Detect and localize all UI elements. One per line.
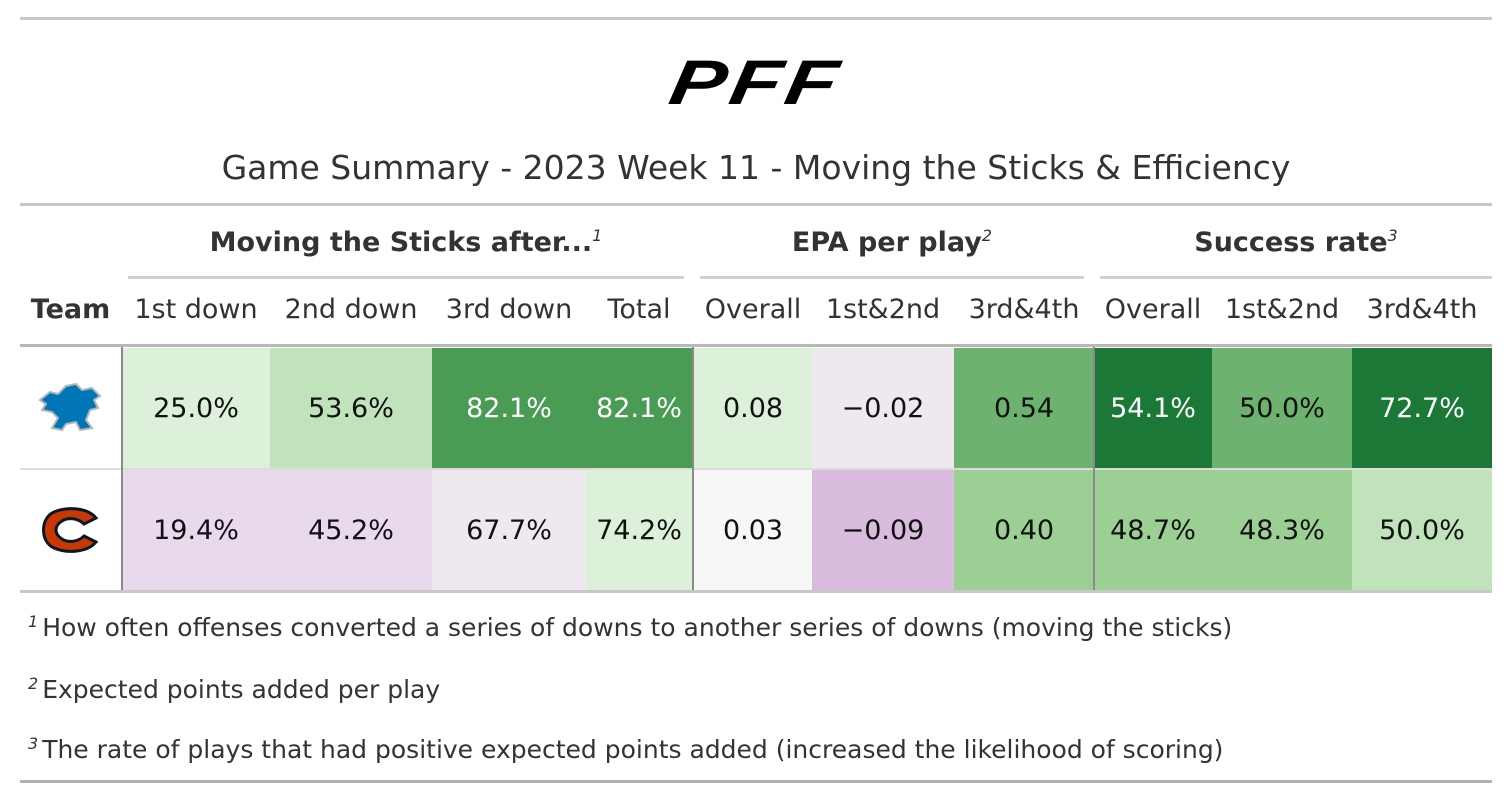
footnote-text: How often offenses converted a series of… — [42, 613, 1233, 643]
spanner: Moving the Sticks after...1 — [128, 226, 684, 258]
table-cell: 72.7% — [1352, 348, 1492, 468]
spanner-label: Moving the Sticks after... — [209, 227, 593, 258]
table-cell: 67.7% — [432, 470, 586, 590]
row-rule — [20, 468, 1492, 470]
table-cell: −0.02 — [812, 348, 954, 468]
column-header: 3rd&4th — [1366, 294, 1478, 325]
column-header: 3rd down — [445, 294, 573, 325]
logo: PFF — [664, 46, 848, 118]
column-header: 1st&2nd — [1224, 294, 1340, 325]
spanner: EPA per play2 — [700, 226, 1084, 258]
column-header: 3rd&4th — [968, 294, 1080, 325]
footnote: 1 How often offenses converted a series o… — [28, 612, 1232, 642]
footnote-mark: 3 — [1387, 226, 1398, 245]
table-cell: 82.1% — [586, 348, 692, 468]
table-cell: 48.7% — [1094, 470, 1212, 590]
column-divider — [692, 347, 694, 590]
column-header: 1st&2nd — [825, 294, 941, 325]
table-cell: 54.1% — [1094, 348, 1212, 468]
top-rule — [20, 17, 1492, 20]
table-cell: 25.0% — [122, 348, 270, 468]
lions-logo — [38, 382, 102, 432]
table-cell: 19.4% — [122, 470, 270, 590]
table-cell: 82.1% — [432, 348, 586, 468]
body-rule — [20, 590, 1492, 593]
footnote-mark: 1 — [592, 226, 603, 245]
footnote: 2 Expected points added per play — [28, 674, 440, 704]
spanner: Success rate3 — [1100, 226, 1492, 258]
column-header: 1st down — [134, 294, 258, 325]
column-header: 2nd down — [284, 294, 418, 325]
table-cell: 74.2% — [586, 470, 692, 590]
spanner-label: EPA per play — [791, 227, 982, 258]
spanner-line — [1100, 276, 1492, 279]
table-cell: 0.08 — [694, 348, 812, 468]
bears-logo — [42, 507, 99, 553]
footnote-mark: 3 — [28, 734, 39, 753]
column-header: Team — [30, 294, 111, 325]
table-cell: 45.2% — [270, 470, 432, 590]
column-divider — [1093, 347, 1095, 590]
table-cell: −0.09 — [812, 470, 954, 590]
table-cell: 50.0% — [1212, 348, 1352, 468]
header-rule — [20, 344, 1492, 347]
footnote-mark: 1 — [28, 612, 39, 631]
title-rule — [20, 203, 1492, 206]
table-cell: 50.0% — [1352, 470, 1492, 590]
column-header: Total — [607, 294, 671, 325]
column-header: Overall — [1104, 294, 1202, 325]
spanner-line — [700, 276, 1084, 279]
table-cell: 48.3% — [1212, 470, 1352, 590]
column-divider — [121, 347, 123, 590]
spanner-label: Success rate — [1194, 227, 1388, 258]
table-cell: 0.03 — [694, 470, 812, 590]
footnote-mark: 2 — [28, 674, 39, 693]
bottom-rule — [20, 780, 1492, 783]
table-cell: 53.6% — [270, 348, 432, 468]
column-header: Overall — [704, 294, 802, 325]
footnote: 3 The rate of plays that had positive exp… — [28, 734, 1223, 764]
table-cell: 0.54 — [954, 348, 1094, 468]
spanner-line — [128, 276, 684, 279]
table-cell: 0.40 — [954, 470, 1094, 590]
title: Game Summary - 2023 Week 11 - Moving the… — [221, 148, 1291, 187]
footnote-text: The rate of plays that had positive expe… — [42, 735, 1224, 765]
footnote-mark: 2 — [981, 226, 993, 245]
footnote-text: Expected points added per play — [42, 675, 441, 705]
